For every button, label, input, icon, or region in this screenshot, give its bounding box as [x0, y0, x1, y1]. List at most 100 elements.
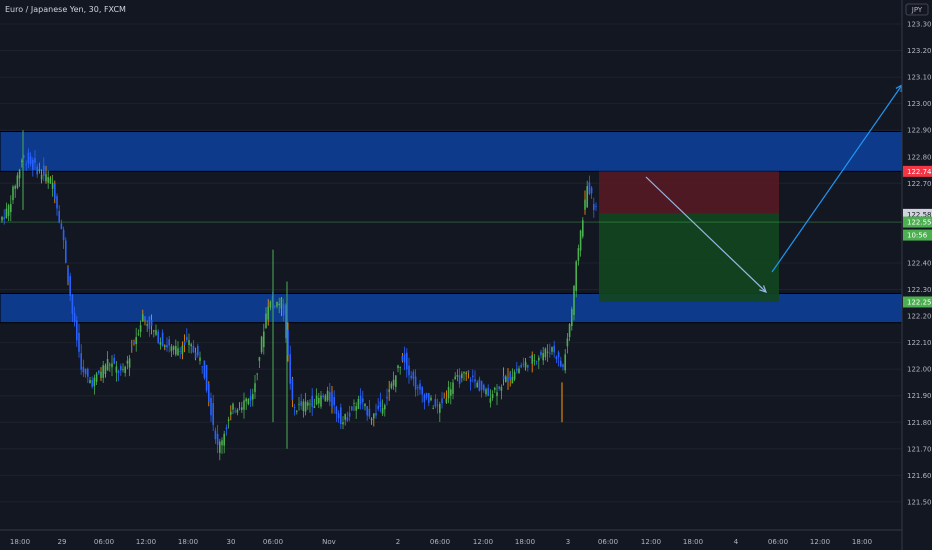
candle-body: [502, 375, 505, 380]
candle: [175, 339, 177, 357]
candle: [458, 368, 461, 388]
candle: [375, 403, 377, 419]
candle: [397, 364, 399, 373]
candle: [282, 298, 285, 322]
candle-body: [87, 368, 89, 377]
candle-body: [296, 411, 298, 413]
candle-body: [98, 370, 100, 374]
candle-body: [348, 412, 351, 417]
current-price-label-text: 122.583: [907, 211, 932, 219]
candle: [18, 168, 21, 187]
candle-body: [346, 417, 349, 421]
down-projection-arrow-line: [645, 176, 767, 293]
candle-body: [137, 333, 140, 335]
candle: [533, 354, 536, 366]
candle: [359, 388, 362, 410]
candle: [443, 392, 445, 399]
candle: [386, 388, 388, 406]
candle: [296, 409, 298, 415]
down-projection-arrow[interactable]: [645, 176, 767, 293]
candle-body: [320, 395, 322, 407]
candle-body: [445, 398, 448, 403]
candle: [73, 306, 76, 327]
candle-body: [379, 401, 382, 407]
candle: [584, 190, 586, 215]
currency-badge[interactable]: JPY: [905, 3, 929, 16]
candle-body: [227, 419, 230, 421]
candle: [25, 160, 27, 171]
x-tick-label: 06:00: [768, 538, 788, 546]
candle: [447, 380, 450, 404]
candle-body: [483, 384, 485, 391]
candle-body: [333, 397, 335, 406]
candle-body: [117, 371, 120, 373]
candle-body: [93, 377, 96, 387]
price-axis[interactable]: JPY 123.300 123.200 123.100 123.000 122.900 12…: [901, 0, 932, 550]
candle: [106, 351, 109, 371]
candle: [247, 398, 250, 406]
candle: [410, 371, 412, 381]
candle-body: [32, 159, 34, 170]
candle-body: [168, 339, 170, 346]
last-price-label-bg: [903, 216, 932, 228]
candle: [392, 371, 395, 390]
candle-body: [439, 403, 441, 413]
y-tick-label: 121.600: [907, 472, 932, 480]
y-tick-label: 122.000: [907, 366, 932, 374]
candle-body: [249, 396, 252, 401]
candle-body: [313, 406, 316, 408]
candle-body: [373, 413, 375, 419]
candle: [111, 355, 113, 377]
risk-zone[interactable]: [599, 171, 779, 214]
candle-body: [164, 345, 166, 348]
candle: [335, 405, 338, 422]
candle-body: [293, 407, 296, 409]
candle: [502, 367, 505, 386]
candle-body: [500, 386, 503, 391]
candle-body: [199, 357, 201, 361]
candle-body: [5, 208, 8, 219]
candle-body: [159, 342, 162, 345]
candle: [487, 384, 489, 397]
candle: [21, 158, 23, 168]
candle-body: [16, 175, 19, 188]
candle: [454, 372, 456, 380]
candle: [260, 335, 263, 355]
candle-body: [331, 392, 333, 408]
candle-body: [342, 422, 344, 425]
projection-arrows[interactable]: [645, 83, 903, 293]
candle-body: [91, 379, 93, 387]
candle: [128, 354, 131, 377]
candle: [249, 388, 252, 408]
candle-body: [120, 366, 122, 371]
candle-body: [186, 336, 188, 340]
candle-body: [485, 389, 487, 395]
reward-zone[interactable]: [599, 213, 779, 302]
upper-resistance-zone[interactable]: [0, 131, 903, 172]
time-axis[interactable]: 18:00 29 06:00 12:00 18:00 30 06:00 Nov 2 06:00 12…: [0, 529, 902, 546]
candle: [304, 392, 307, 416]
candle: [80, 344, 82, 375]
candle-body: [370, 418, 373, 421]
candle: [564, 349, 566, 374]
candle: [351, 405, 353, 412]
candle: [168, 335, 170, 353]
candle-body: [190, 344, 192, 347]
candle: [227, 416, 230, 429]
candle: [379, 392, 382, 413]
candle-body: [362, 398, 364, 403]
candle-body: [247, 398, 250, 405]
short-position-tool[interactable]: [0, 171, 902, 302]
candle: [208, 381, 210, 407]
candle: [408, 357, 410, 384]
candle-body: [25, 164, 27, 166]
candle: [183, 334, 186, 353]
up-projection-arrow[interactable]: [771, 83, 903, 273]
candle-body: [309, 403, 311, 405]
candle-body: [54, 183, 56, 199]
candle-body: [582, 220, 584, 237]
candle: [399, 366, 401, 375]
candle-body: [216, 433, 219, 445]
